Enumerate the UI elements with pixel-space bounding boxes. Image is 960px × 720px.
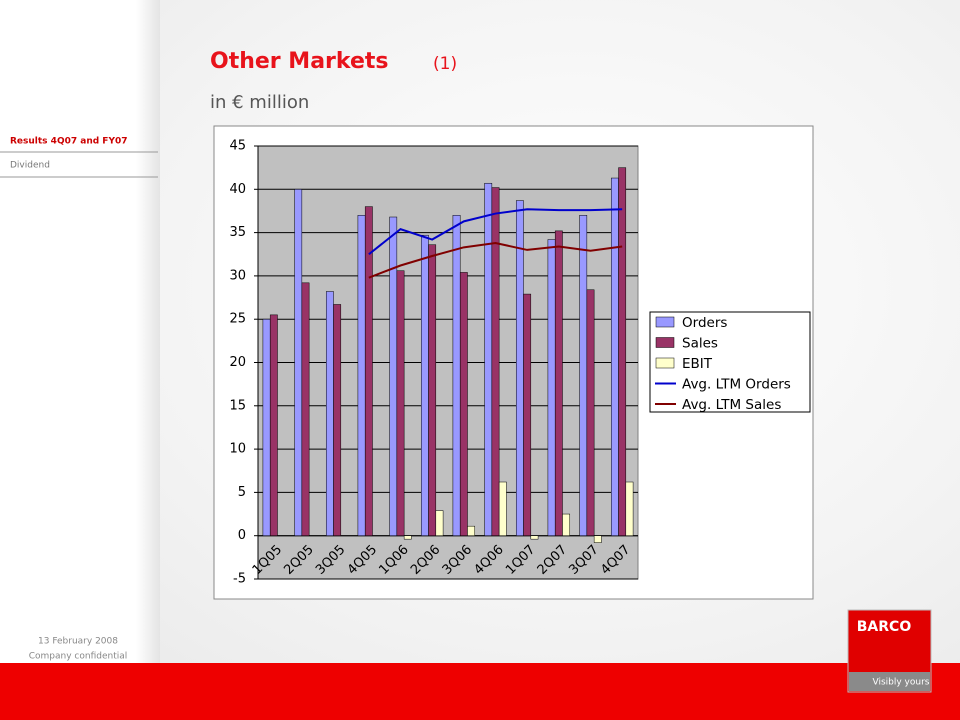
bar bbox=[579, 215, 588, 536]
bar bbox=[435, 510, 444, 536]
bar bbox=[357, 215, 366, 536]
y-tick-label: 10 bbox=[229, 442, 246, 457]
bar bbox=[625, 481, 634, 536]
bar bbox=[547, 239, 556, 536]
y-tick-label: 30 bbox=[229, 268, 246, 283]
bar bbox=[396, 270, 405, 536]
footer-band bbox=[0, 663, 960, 720]
legend-box bbox=[649, 311, 811, 413]
bar bbox=[403, 535, 412, 540]
footer-date: 13 February 2008 bbox=[38, 637, 118, 647]
bar bbox=[484, 182, 493, 536]
y-tick-label: -5 bbox=[233, 572, 246, 587]
line bbox=[368, 208, 623, 256]
bar bbox=[389, 216, 398, 536]
bar bbox=[428, 244, 437, 536]
bar bbox=[467, 525, 476, 536]
y-tick-label: 0 bbox=[238, 528, 246, 543]
y-tick-label: 20 bbox=[229, 355, 246, 370]
y-tick-label: 25 bbox=[229, 312, 246, 327]
bar bbox=[301, 282, 310, 536]
bar bbox=[294, 189, 303, 536]
legend-swatch bbox=[655, 337, 675, 348]
nav-item[interactable]: Results 4Q07 and FY07 bbox=[10, 137, 128, 147]
y-tick-label: 45 bbox=[229, 139, 246, 154]
line bbox=[368, 241, 623, 279]
y-tick-label: 40 bbox=[229, 182, 246, 197]
logo-strip bbox=[849, 672, 930, 691]
bar bbox=[491, 187, 500, 536]
slide-title: Other Markets bbox=[210, 49, 388, 74]
bar bbox=[530, 535, 539, 540]
legend-label: Sales bbox=[682, 336, 718, 352]
legend-label: Avg. LTM Sales bbox=[682, 397, 781, 413]
logo-tagline: Visibly yours bbox=[873, 678, 930, 688]
nav-item[interactable]: Dividend bbox=[10, 161, 50, 171]
bar bbox=[515, 200, 524, 536]
y-tick-label: 5 bbox=[238, 485, 246, 500]
bar bbox=[498, 481, 507, 536]
y-tick-label: 35 bbox=[229, 225, 246, 240]
bar bbox=[459, 272, 468, 536]
logo-brand: BARCO bbox=[857, 619, 912, 635]
slide-subtitle: in € million bbox=[210, 92, 309, 113]
bar bbox=[333, 304, 342, 536]
bar bbox=[610, 177, 619, 536]
bar bbox=[523, 293, 532, 536]
bar bbox=[325, 291, 334, 536]
bar bbox=[554, 230, 563, 536]
bar bbox=[618, 167, 627, 536]
legend-swatch bbox=[655, 316, 675, 328]
footer-note: Company confidential bbox=[29, 652, 128, 662]
bar bbox=[452, 215, 461, 536]
legend-label: EBIT bbox=[682, 356, 713, 372]
bar bbox=[269, 314, 278, 536]
chart: -50510152025303540451Q052Q053Q054Q051Q06… bbox=[229, 139, 811, 587]
slide-title-note: (1) bbox=[433, 54, 457, 74]
bar bbox=[562, 513, 571, 536]
bar bbox=[593, 535, 602, 543]
bar bbox=[364, 206, 373, 536]
legend-swatch bbox=[655, 357, 675, 369]
bar bbox=[420, 234, 429, 536]
y-tick-label: 15 bbox=[229, 398, 246, 413]
legend-label: Avg. LTM Orders bbox=[682, 377, 791, 393]
bar bbox=[586, 289, 595, 536]
sidebar bbox=[0, 0, 160, 663]
legend-label: Orders bbox=[682, 315, 727, 331]
bar bbox=[262, 318, 271, 536]
